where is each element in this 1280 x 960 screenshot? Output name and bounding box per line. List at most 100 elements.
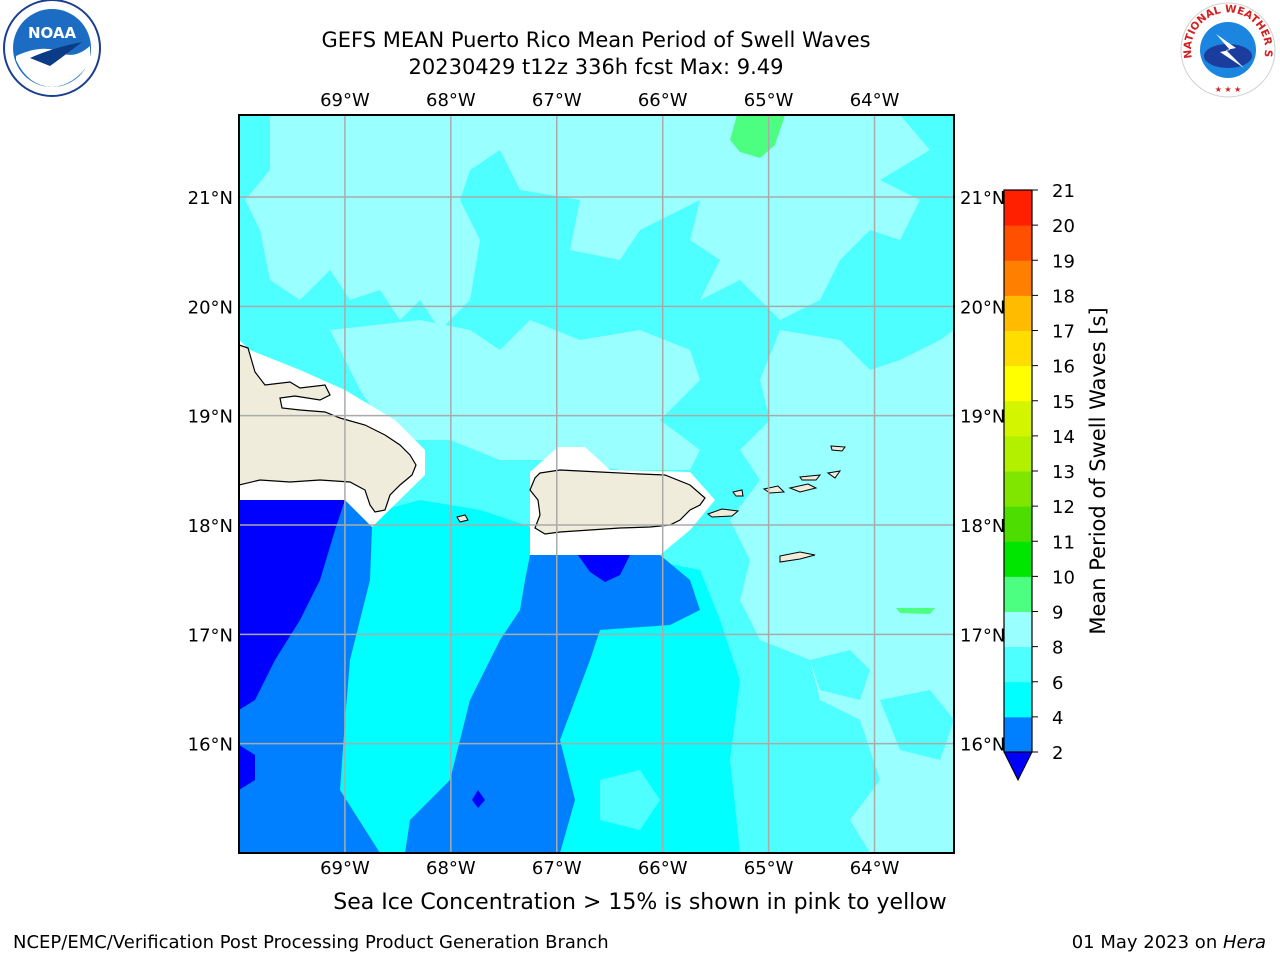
contour-band-6-8-patch — [600, 770, 660, 830]
island — [788, 483, 818, 493]
lon-label: 64°W — [850, 858, 900, 879]
colorbar-swatch — [1004, 681, 1032, 718]
colorbar-swatch — [1004, 260, 1032, 296]
lon-label: 65°W — [744, 90, 794, 111]
contour-band-8-9-north — [245, 115, 930, 330]
footer-machine: Hera — [1222, 932, 1266, 953]
colorbar-swatch — [1004, 611, 1032, 648]
contour-band-6-8-patch — [810, 650, 870, 700]
map-subtitle: 20230429 t12z 336h fcst Max: 9.49 — [408, 55, 784, 79]
lat-label: 17°N — [960, 625, 1005, 646]
lat-label: 20°N — [960, 297, 1005, 318]
lon-label: 65°W — [744, 858, 794, 879]
lon-label: 68°W — [426, 858, 476, 879]
colorbar-tick-label: 10 — [1052, 567, 1075, 588]
colorbar-tick-label: 19 — [1052, 251, 1075, 272]
lat-label: 20°N — [188, 297, 233, 318]
colorbar-swatch — [1004, 646, 1032, 683]
lon-label: 68°W — [426, 90, 476, 111]
colorbar-tick-label: 6 — [1052, 673, 1063, 694]
colorbar-under-triangle — [1003, 751, 1033, 782]
colorbar-tick-label: 2 — [1052, 743, 1063, 764]
colorbar-swatch — [1004, 400, 1032, 437]
colorbar-swatch — [1004, 471, 1032, 507]
colorbar-swatch — [1004, 541, 1032, 577]
lon-label: 69°W — [320, 858, 370, 879]
island — [799, 474, 822, 481]
island — [732, 489, 744, 497]
footer-date: 01 May 2023 on Hera — [1072, 932, 1266, 953]
colorbar-tick-label: 17 — [1052, 322, 1075, 343]
colorbar-swatch — [1004, 576, 1032, 612]
colorbar-swatch — [1004, 506, 1032, 542]
island — [830, 445, 846, 452]
colorbar-swatch — [1004, 365, 1032, 402]
lat-label: 19°N — [960, 407, 1005, 428]
island — [456, 514, 469, 523]
graticule — [239, 115, 954, 853]
contour-band-8-9-central — [330, 320, 700, 470]
lat-label: 21°N — [188, 188, 233, 209]
hispaniola-land — [239, 344, 417, 513]
colorbar-tick-label: 15 — [1052, 392, 1075, 413]
lat-label: 16°N — [188, 735, 233, 756]
colorbar-tick-label: 18 — [1052, 286, 1075, 307]
lon-label: 66°W — [638, 90, 688, 111]
lat-label: 16°N — [960, 735, 1005, 756]
map-frame — [238, 114, 955, 854]
contour-band-under-2 — [239, 500, 345, 710]
contour-band-9-10 — [730, 115, 785, 158]
island — [706, 508, 740, 518]
lat-labels-right: 21°N 20°N 19°N 18°N 17°N 16°N — [960, 188, 1005, 756]
colorbar-tick-label: 16 — [1052, 357, 1075, 378]
colorbar-tick-label: 4 — [1052, 708, 1063, 729]
colorbar-tick-label: 8 — [1052, 638, 1063, 659]
lon-labels-top: 69°W 68°W 67°W 66°W 65°W 64°W — [320, 90, 900, 111]
colorbar-tick-label: 11 — [1052, 532, 1075, 553]
sea-ice-note: Sea Ice Concentration > 15% is shown in … — [333, 890, 947, 915]
footer-date-text: 01 May 2023 on — [1071, 932, 1223, 953]
lat-label: 18°N — [960, 516, 1005, 537]
lon-label: 66°W — [638, 858, 688, 879]
colorbar-label: Mean Period of Swell Waves [s] — [1086, 307, 1110, 634]
noaa-logo-icon: NOAA — [3, 0, 101, 97]
puerto-rico-land — [529, 469, 706, 535]
lat-label: 21°N — [960, 188, 1005, 209]
colorbar-swatch — [1004, 225, 1032, 261]
contour-band-2-4-south — [405, 555, 700, 853]
contour-band-9-10 — [896, 608, 935, 614]
lon-label: 67°W — [532, 90, 582, 111]
colorbar: 2 4 6 8 9 10 11 12 13 14 15 16 17 18 19 20 21 — [1003, 181, 1075, 782]
svg-text:★ ★ ★: ★ ★ ★ — [1215, 85, 1242, 94]
noaa-logo-text: NOAA — [28, 24, 77, 42]
colorbar-tick-label: 21 — [1052, 181, 1075, 202]
footer-credit: NCEP/EMC/Verification Post Processing Pr… — [13, 932, 609, 953]
colorbar-tick-label: 14 — [1052, 427, 1075, 448]
lon-label: 69°W — [320, 90, 370, 111]
colorbar-tick-label: 20 — [1052, 216, 1075, 237]
island — [779, 551, 816, 563]
colorbar-swatch — [1004, 190, 1032, 226]
contour-band-under-2 — [472, 790, 485, 808]
lat-label: 17°N — [188, 625, 233, 646]
lat-labels-left: 21°N 20°N 19°N 18°N 17°N 16°N — [188, 188, 233, 756]
colorbar-tick-label: 9 — [1052, 603, 1063, 624]
contour-band-6-8-patch — [880, 690, 954, 760]
contour-band-under-2 — [239, 745, 255, 790]
colorbar-tick-label: 12 — [1052, 497, 1075, 518]
contour-band-under-2 — [578, 555, 630, 582]
lat-label: 18°N — [188, 516, 233, 537]
nws-logo-icon: NATIONAL WEATHER SERVICE ★ ★ ★ — [1178, 0, 1276, 98]
colorbar-swatch — [1004, 716, 1032, 753]
lon-label: 67°W — [532, 858, 582, 879]
colorbar-tick-label: 13 — [1052, 462, 1075, 483]
colorbar-swatch — [1004, 295, 1032, 331]
map-title: GEFS MEAN Puerto Rico Mean Period of Swe… — [321, 28, 871, 52]
island — [826, 470, 842, 479]
lon-labels-bottom: 69°W 68°W 67°W 66°W 65°W 64°W — [320, 858, 900, 879]
colorbar-swatch — [1004, 435, 1032, 472]
lat-label: 19°N — [188, 407, 233, 428]
lon-label: 64°W — [850, 90, 900, 111]
colorbar-swatch — [1004, 330, 1032, 367]
